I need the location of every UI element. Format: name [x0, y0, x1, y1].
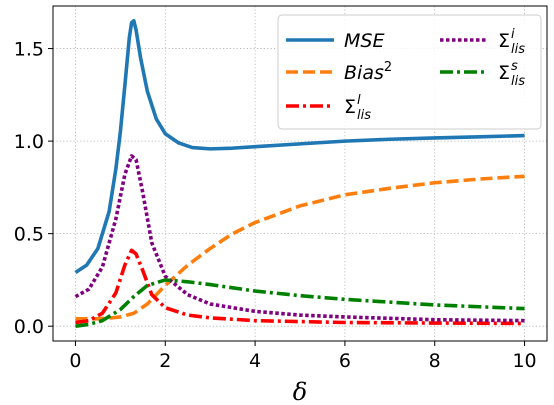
series-line-4	[74, 154, 525, 323]
legend-label-2: Bias2	[344, 60, 392, 84]
series-lines	[74, 19, 525, 328]
y-tick-label: 0.0	[14, 316, 44, 338]
x-tick-label: 10	[512, 350, 536, 372]
axis-ticks: 0 2 4 6 8 10 0.0 0.5 1.0 1.5	[14, 39, 537, 372]
y-tick-label: 1.0	[14, 131, 44, 153]
legend-label-4: Σi lis	[498, 27, 525, 57]
x-tick-label: 0	[69, 350, 81, 372]
series-line-3	[75, 248, 525, 326]
series-line-2	[75, 174, 525, 321]
y-tick-label: 0.5	[14, 224, 44, 246]
x-tick-label: 2	[159, 350, 171, 372]
legend-label-1: MSE	[344, 30, 384, 52]
legend-label-3: Σl lis	[344, 93, 371, 123]
x-tick-label: 8	[429, 350, 441, 372]
y-tick-label: 1.5	[14, 39, 44, 61]
grid	[53, 6, 547, 341]
x-tick-label: 4	[249, 350, 261, 372]
series-line-1	[74, 19, 525, 275]
legend-label-5: Σs lis	[498, 59, 525, 89]
series-line-5	[75, 278, 525, 328]
plot-frame	[52, 5, 548, 342]
legend-box	[277, 14, 542, 130]
x-axis-label: δ	[293, 378, 307, 405]
x-tick-label: 6	[339, 350, 351, 372]
